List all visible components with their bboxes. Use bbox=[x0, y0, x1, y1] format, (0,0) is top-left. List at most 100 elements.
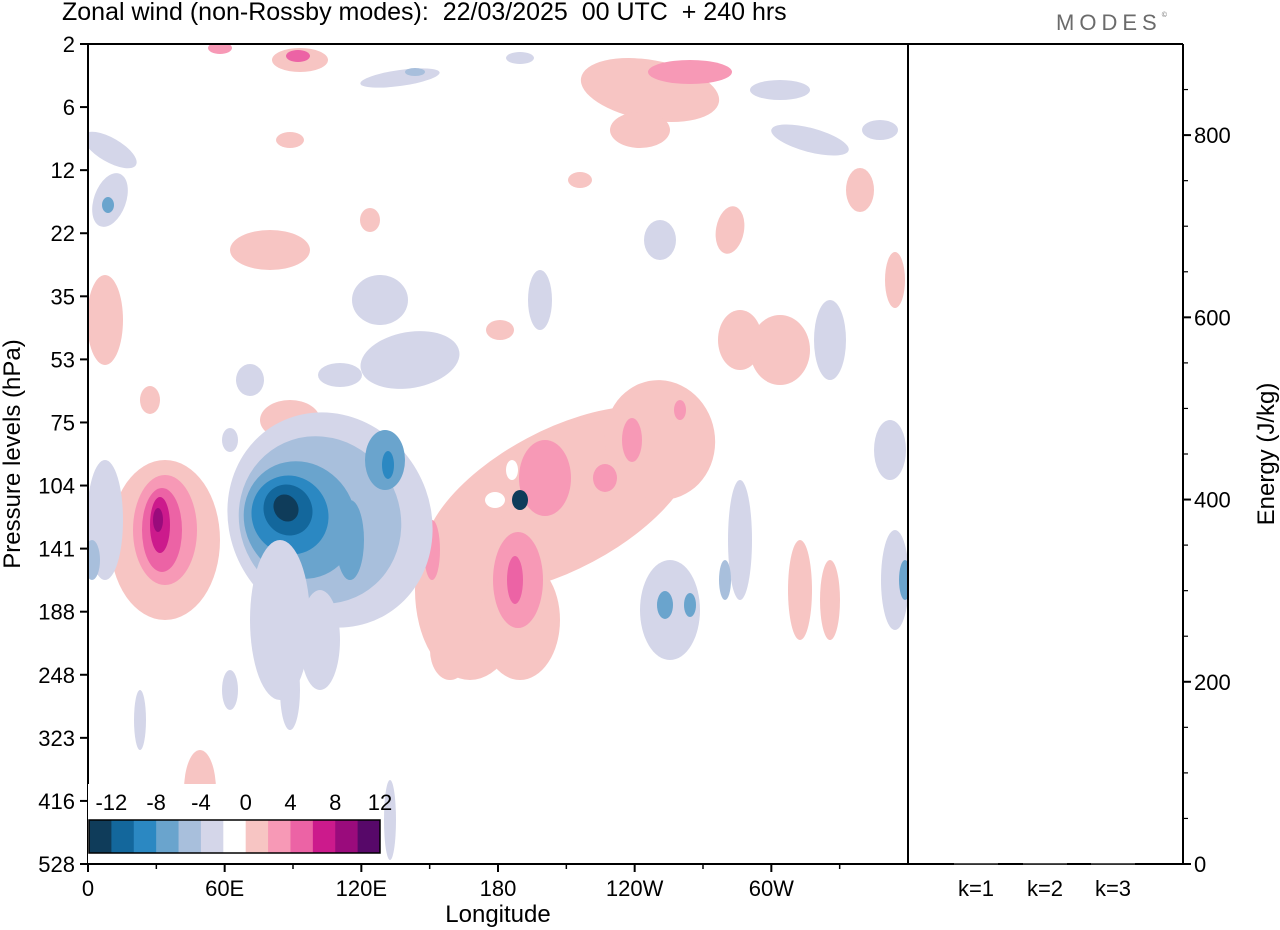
contour-region bbox=[519, 440, 571, 516]
contour-region bbox=[236, 364, 264, 396]
contour-region bbox=[507, 556, 523, 604]
y-tick-label: 53 bbox=[51, 347, 75, 372]
colorbar-label: 12 bbox=[368, 790, 392, 815]
contour-region bbox=[140, 386, 160, 414]
contour-region bbox=[352, 275, 408, 325]
modes-logo: MODES© bbox=[1056, 10, 1167, 36]
contour-region bbox=[222, 670, 238, 710]
contour-region bbox=[885, 252, 905, 308]
colorbar-swatch bbox=[312, 820, 336, 853]
contour-region bbox=[318, 363, 362, 387]
energy-bars bbox=[954, 863, 1135, 865]
y-axis-label: Pressure levels (hPa) bbox=[0, 339, 26, 568]
energy-category-label: k=3 bbox=[1095, 876, 1131, 901]
x-tick-label: 180 bbox=[480, 876, 517, 901]
colorbar-swatch bbox=[111, 820, 135, 853]
contour-region bbox=[485, 492, 505, 508]
x-tick-label: 120E bbox=[336, 876, 387, 901]
energy-tick-label: 800 bbox=[1194, 123, 1231, 148]
contour-region bbox=[622, 418, 642, 462]
contour-region bbox=[276, 132, 304, 148]
contour-region bbox=[899, 560, 908, 600]
colorbar-swatch bbox=[268, 820, 291, 853]
contour-region bbox=[382, 451, 394, 479]
energy-tick-label: 0 bbox=[1194, 852, 1206, 877]
contour-region bbox=[250, 540, 310, 700]
colorbar-swatch bbox=[156, 820, 180, 853]
contour-region bbox=[88, 131, 137, 169]
contour-region bbox=[881, 530, 908, 630]
colorbar-swatch bbox=[200, 820, 224, 853]
contour-region bbox=[360, 208, 380, 232]
colorbar-label: 0 bbox=[240, 790, 252, 815]
colorbar-label: -12 bbox=[95, 790, 127, 815]
contour-region bbox=[208, 44, 232, 54]
contour-region bbox=[405, 68, 425, 76]
contour-region bbox=[506, 52, 534, 64]
y-tick-label: 22 bbox=[51, 221, 75, 246]
contour-region bbox=[719, 560, 731, 600]
y-tick-label: 416 bbox=[38, 789, 75, 814]
y-tick-label: 6 bbox=[63, 95, 75, 120]
y-tick-label: 141 bbox=[38, 537, 75, 562]
wavenumber-labels: k=1 k=2 k=3 bbox=[958, 876, 1131, 901]
contour-region bbox=[360, 68, 440, 88]
contour-region bbox=[300, 590, 340, 690]
x-tick-label: 60E bbox=[205, 876, 244, 901]
contour-region bbox=[728, 480, 752, 600]
colorbar-swatch bbox=[335, 820, 359, 853]
contour-region bbox=[862, 120, 898, 140]
contour-region bbox=[486, 320, 514, 340]
contour-region bbox=[750, 80, 810, 100]
energy-bar bbox=[1023, 863, 1067, 865]
longitude-pressure-panel: 0 60E 120E 180 120W 60W 2 6 12 22 35 53 75 104 141 188… bbox=[0, 32, 909, 928]
wind-contours bbox=[88, 44, 908, 860]
contour-region bbox=[280, 650, 300, 730]
plot-frame bbox=[87, 43, 909, 865]
y-tick-label: 188 bbox=[38, 600, 75, 625]
y-axis: 2 6 12 22 35 53 75 104 141 188 248 323 416 528 bbox=[38, 32, 88, 877]
x-tick-label: 60W bbox=[749, 876, 794, 901]
brand-name: MODES bbox=[1056, 10, 1162, 35]
contour-region bbox=[771, 124, 849, 156]
contour-region bbox=[512, 490, 528, 510]
contour-region bbox=[273, 494, 299, 522]
contour-region bbox=[153, 508, 163, 532]
energy-axis-label: Energy (J/kg) bbox=[1253, 383, 1280, 526]
contour-region bbox=[430, 620, 470, 680]
colorbar-label: -8 bbox=[146, 790, 166, 815]
colorbar-label: 4 bbox=[284, 790, 296, 815]
y-tick-label: 75 bbox=[51, 410, 75, 435]
colorbar-swatches bbox=[88, 819, 381, 854]
energy-bar bbox=[954, 863, 998, 865]
y-tick-label: 528 bbox=[38, 852, 75, 877]
contour-region bbox=[336, 500, 364, 580]
y-tick-label: 104 bbox=[38, 474, 75, 499]
contour-region bbox=[648, 60, 732, 84]
contour-region bbox=[286, 50, 310, 62]
contour-region bbox=[506, 460, 518, 480]
colorbar-swatch bbox=[357, 820, 381, 853]
colorbar-swatch bbox=[223, 820, 247, 853]
energy-bar bbox=[1091, 863, 1135, 865]
colorbar-label: -4 bbox=[191, 790, 211, 815]
contour-region bbox=[657, 591, 673, 619]
contour-region bbox=[528, 270, 552, 330]
chart-title: Zonal wind (non-Rossby modes): 22/03/202… bbox=[62, 0, 787, 26]
contour-region bbox=[788, 540, 812, 640]
contour-region bbox=[222, 428, 238, 452]
energy-tick-label: 400 bbox=[1194, 488, 1231, 513]
contour-region bbox=[593, 464, 617, 492]
contour-region bbox=[715, 206, 745, 254]
contour-region bbox=[230, 230, 310, 270]
contour-region bbox=[88, 275, 123, 365]
energy-tick-label: 600 bbox=[1194, 305, 1231, 330]
colorbar-legend: -12 -8 -4 0 4 8 12 bbox=[88, 784, 392, 863]
contour-region bbox=[644, 220, 676, 260]
energy-tick-label: 200 bbox=[1194, 670, 1231, 695]
x-tick-label: 120W bbox=[606, 876, 664, 901]
y-tick-label: 323 bbox=[38, 726, 75, 751]
contour-region bbox=[88, 540, 100, 580]
contour-region bbox=[874, 420, 906, 480]
